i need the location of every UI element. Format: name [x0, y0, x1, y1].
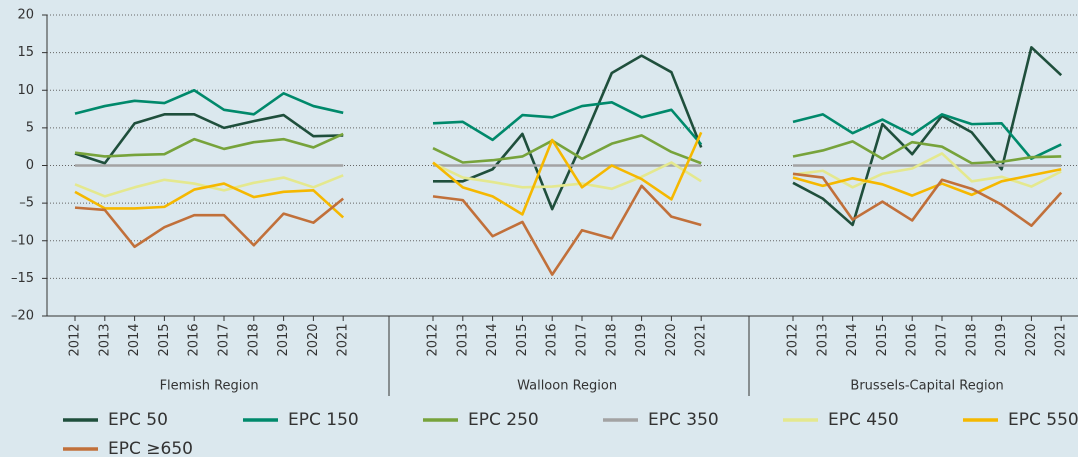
- series-line: [74, 132, 344, 158]
- x-tick-label: 2019: [994, 323, 1009, 356]
- series-line: [74, 182, 345, 219]
- group-label: Brussels-Capital Region: [850, 379, 1003, 394]
- x-tick-label: 2012: [426, 323, 441, 356]
- series-line: [74, 113, 344, 165]
- series-line: [74, 197, 345, 249]
- series-line: [432, 100, 703, 146]
- x-tick-label: 2013: [815, 323, 830, 356]
- group-label: Walloon Region: [517, 379, 617, 394]
- series-line: [792, 152, 1062, 189]
- legend-label: EPC 450: [828, 410, 899, 430]
- x-tick-label: 2020: [1024, 323, 1039, 356]
- x-tick-label: 2017: [935, 323, 950, 356]
- y-tick-label: 15: [17, 45, 34, 60]
- y-tick-label: –20: [11, 309, 34, 324]
- series-line: [792, 140, 1062, 165]
- series-line: [432, 134, 702, 165]
- x-tick-label: 2016: [905, 323, 920, 356]
- group-label: Flemish Region: [160, 379, 259, 394]
- series-line: [432, 161, 702, 191]
- legend-label: EPC 50: [108, 410, 168, 430]
- x-tick-label: 2012: [68, 323, 83, 356]
- x-tick-label: 2016: [545, 323, 560, 356]
- y-tick-label: 5: [26, 120, 34, 135]
- x-tick-label: 2021: [336, 323, 351, 356]
- y-tick-label: –15: [11, 271, 34, 286]
- x-tick-label: 2019: [276, 323, 291, 356]
- x-tick-label: 2018: [246, 323, 261, 356]
- x-tick-label: 2015: [157, 323, 172, 356]
- legend-label: EPC 150: [288, 410, 359, 430]
- x-tick-label: 2015: [515, 323, 530, 356]
- series-line: [74, 88, 344, 116]
- series-line: [432, 131, 703, 216]
- series-line: [432, 184, 702, 276]
- x-tick-label: 2017: [575, 323, 590, 356]
- x-tick-label: 2020: [306, 323, 321, 356]
- y-tick-label: 20: [17, 8, 34, 23]
- x-tick-label: 2018: [604, 323, 619, 356]
- x-tick-label: 2021: [1054, 323, 1069, 356]
- legend-label: EPC 350: [648, 410, 719, 430]
- x-tick-label: 2014: [127, 323, 142, 356]
- x-tick-label: 2019: [634, 323, 649, 356]
- legend-label: EPC 550: [1008, 410, 1078, 430]
- y-tick-label: 0: [26, 158, 34, 173]
- series-line: [792, 113, 1062, 161]
- y-tick-label: –5: [19, 196, 34, 211]
- series-line: [433, 54, 703, 211]
- x-tick-label: 2013: [455, 323, 470, 356]
- x-tick-label: 2014: [845, 323, 860, 356]
- y-tick-label: 10: [17, 83, 34, 98]
- x-tick-label: 2012: [786, 323, 801, 356]
- y-tick-label: –10: [11, 233, 34, 248]
- legend-label: EPC ≥650: [108, 439, 193, 457]
- x-tick-label: 2015: [875, 323, 890, 356]
- series-line: [792, 172, 1063, 227]
- x-tick-label: 2016: [187, 323, 202, 356]
- x-tick-label: 2017: [217, 323, 232, 356]
- x-tick-label: 2020: [664, 323, 679, 356]
- x-tick-label: 2014: [485, 323, 500, 356]
- series-line: [792, 46, 1063, 227]
- legend-label: EPC 250: [468, 410, 539, 430]
- x-tick-label: 2018: [964, 323, 979, 356]
- x-tick-label: 2013: [97, 323, 112, 356]
- x-tick-label: 2021: [694, 323, 709, 356]
- series-line: [792, 167, 1062, 197]
